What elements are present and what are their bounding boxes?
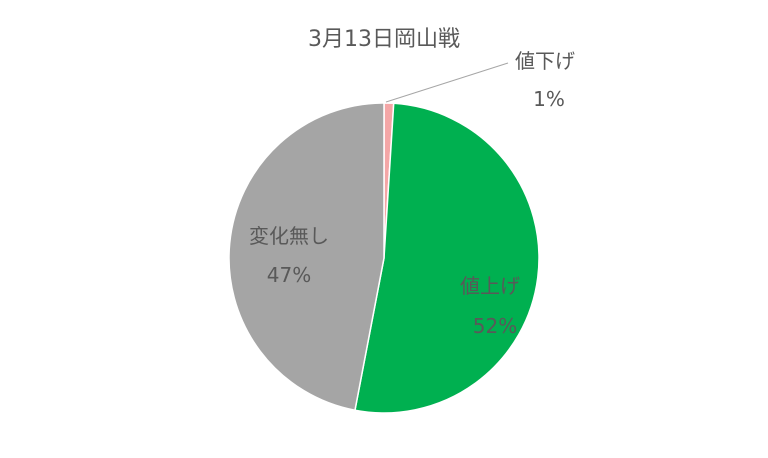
slice-label-value: 47% (267, 263, 311, 287)
chart-title: 3月13日岡山戦 (308, 27, 460, 52)
slice-label-value: 1% (533, 87, 565, 111)
slice-label-value: 52% (473, 314, 517, 338)
pie-slice-変化無し (228, 102, 385, 412)
slice-label-name: 値上げ (460, 274, 520, 298)
leader-line (385, 62, 509, 103)
slice-label-name: 変化無し (249, 224, 329, 248)
slice-label-name: 値下げ (515, 49, 575, 73)
pie-slice-値上げ (354, 102, 540, 414)
